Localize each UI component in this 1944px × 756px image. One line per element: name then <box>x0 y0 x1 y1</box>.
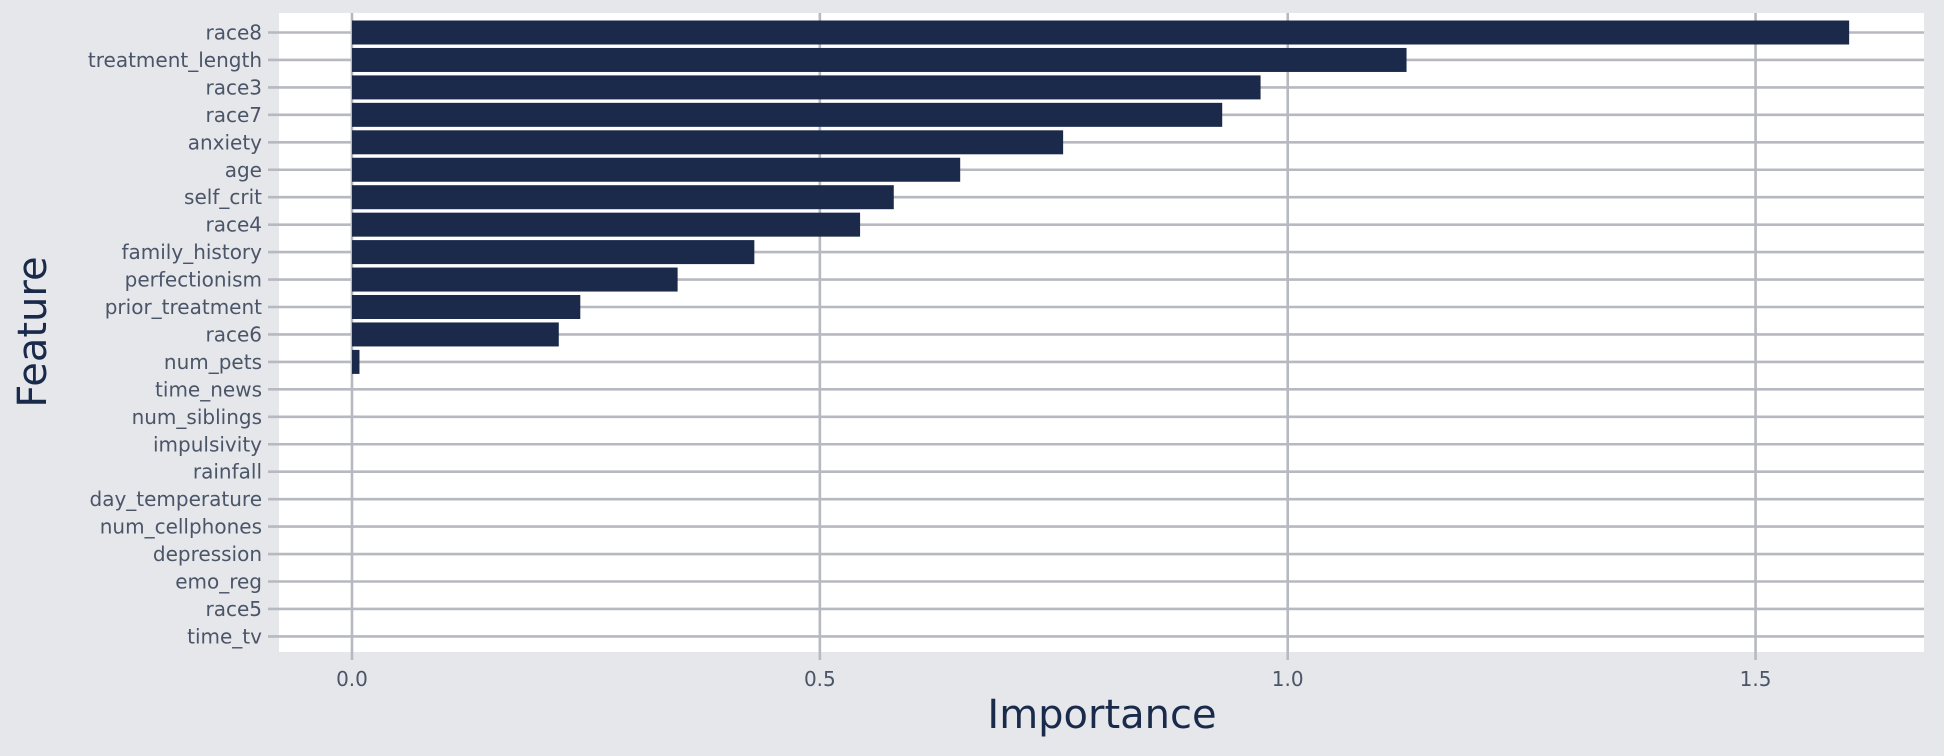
bar-layer <box>351 20 1850 374</box>
bar-race8 <box>351 20 1850 45</box>
bar-anxiety <box>351 130 1064 155</box>
y-tick-label: emo_reg <box>175 570 262 594</box>
y-axis-title: Feature <box>10 256 56 407</box>
y-tick-label: prior_treatment <box>105 295 262 319</box>
bar-family_history <box>351 240 755 265</box>
y-tick-labels: race8 treatment_length race3 race7 anxiety ag… <box>88 21 262 649</box>
x-tick-label: 1.0 <box>1272 667 1304 691</box>
y-tick-label: treatment_length <box>88 48 262 72</box>
y-tick-label: age <box>225 158 262 182</box>
y-tick-label: race7 <box>205 103 262 127</box>
bar-perfectionism <box>351 267 678 292</box>
y-tick-label: impulsivity <box>153 432 262 456</box>
bar-self_crit <box>351 185 894 210</box>
y-tick-label: time_tv <box>187 624 262 648</box>
x-tick-label: 0.5 <box>804 667 836 691</box>
y-tick-label: race6 <box>205 322 262 346</box>
bar-race3 <box>351 75 1261 100</box>
y-tick-label: time_news <box>155 377 262 401</box>
y-tick-label: race5 <box>205 597 262 621</box>
bar-age <box>351 157 961 182</box>
y-tick-label: anxiety <box>188 130 262 154</box>
y-tick-label: rainfall <box>193 460 262 484</box>
y-tick-label: family_history <box>121 240 262 264</box>
y-tick-label: num_cellphones <box>100 515 262 539</box>
x-tick-label: 0.0 <box>336 667 368 691</box>
y-tick-label: race4 <box>205 213 262 237</box>
bar-prior_treatment <box>351 295 581 319</box>
bar-race4 <box>351 212 861 237</box>
y-tick-label: self_crit <box>184 185 262 209</box>
bar-race7 <box>351 102 1223 127</box>
bar-num_pets <box>351 349 360 374</box>
y-tick-label: num_siblings <box>132 405 262 429</box>
y-tick-label: race8 <box>205 21 262 45</box>
x-tick-labels: 0.0 0.5 1.0 1.5 <box>336 667 1771 691</box>
x-tick-label: 1.5 <box>1740 667 1772 691</box>
bar-race6 <box>351 322 559 347</box>
y-tick-label: perfectionism <box>125 268 262 292</box>
y-tick-label: num_pets <box>164 350 262 374</box>
y-tick-label: race3 <box>205 75 262 99</box>
x-axis-title: Importance <box>987 692 1216 738</box>
bar-treatment_length <box>351 47 1407 72</box>
y-tick-label: depression <box>153 542 262 566</box>
y-tick-label: day_temperature <box>90 487 263 511</box>
